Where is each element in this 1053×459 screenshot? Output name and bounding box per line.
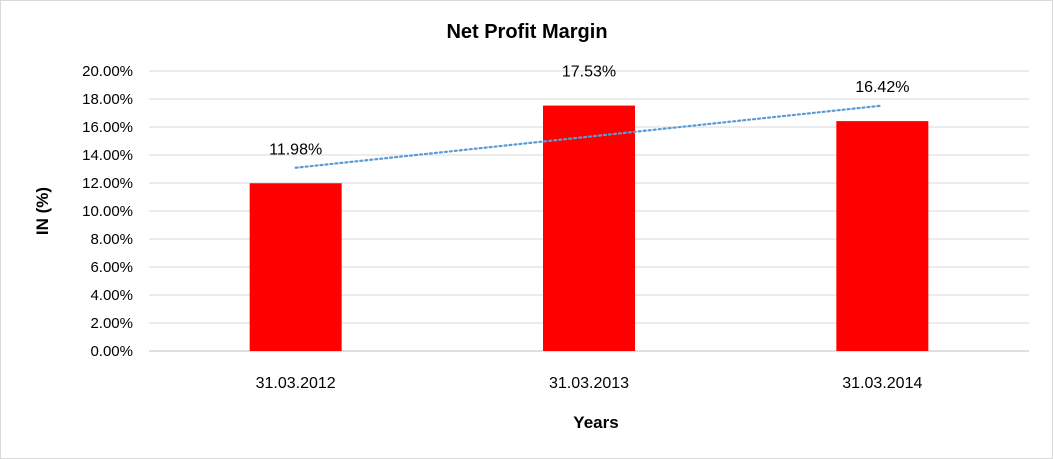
bars [249, 105, 929, 352]
bar [836, 121, 929, 352]
y-tick-label: 10.00% [82, 203, 133, 220]
data-label: 16.42% [855, 79, 909, 96]
chart-title: Net Profit Margin [446, 21, 607, 43]
y-tick-label: 20.00% [82, 63, 133, 80]
trendline-path [294, 104, 884, 169]
y-axis-title: IN (%) [33, 187, 52, 235]
y-tick-label: 2.00% [90, 315, 133, 332]
y-tick-label: 16.00% [82, 119, 133, 136]
y-tick-label: 12.00% [82, 175, 133, 192]
y-tick-label: 8.00% [90, 231, 133, 248]
y-tick-label: 0.00% [90, 343, 133, 360]
data-labels: 11.98% 17.53% 16.42% [269, 64, 909, 159]
x-tick-label: 31.03.2013 [549, 375, 629, 392]
bar [249, 183, 342, 351]
data-label: 11.98% [269, 141, 322, 158]
x-axis-title: Years [573, 413, 618, 432]
data-label: 17.53% [562, 64, 616, 81]
y-tick-label: 6.00% [90, 259, 133, 276]
y-axis-ticks: 0.00% 2.00% 4.00% 6.00% 8.00% 10.00% 12.00% 14.… [82, 63, 133, 360]
y-tick-label: 18.00% [82, 91, 133, 108]
trendline [294, 104, 884, 169]
y-tick-label: 4.00% [90, 287, 133, 304]
y-tick-label: 14.00% [82, 147, 133, 164]
x-axis-categories: 31.03.2012 31.03.2013 31.03.2014 [256, 375, 923, 392]
bar [543, 105, 635, 351]
x-tick-label: 31.03.2014 [842, 375, 922, 392]
x-tick-label: 31.03.2012 [256, 375, 336, 392]
